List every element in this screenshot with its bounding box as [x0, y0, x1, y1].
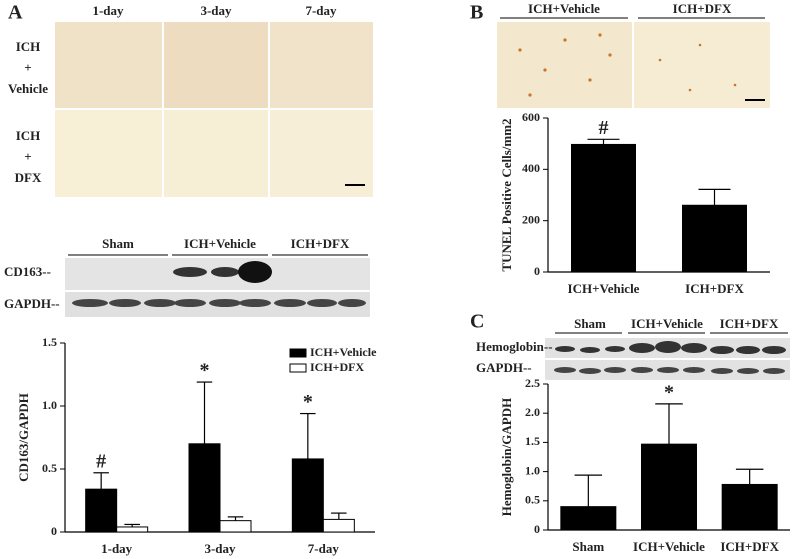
- bar: [322, 518, 355, 533]
- x-tick-label: 1-day: [101, 541, 133, 556]
- blot-band: GAPDH--: [476, 360, 532, 375]
- panel-label: C: [470, 311, 484, 333]
- blot-group: ICH+Vehicle: [631, 316, 703, 331]
- bar: [85, 488, 118, 533]
- significance-marker: *: [303, 391, 313, 413]
- significance-marker: #: [599, 117, 609, 139]
- y-axis-label: Hemoglobin/GAPDH: [499, 398, 514, 516]
- x-tick-label: ICH+DFX: [685, 281, 744, 296]
- blot-band: GAPDH--: [4, 296, 60, 311]
- bar: [291, 458, 324, 533]
- blot-group: ICH+DFX: [720, 316, 779, 331]
- bar: [560, 506, 617, 531]
- legend-swatch: [289, 363, 307, 373]
- y-tick-label: 0: [534, 264, 540, 278]
- column-label: ICH+Vehicle: [528, 1, 600, 16]
- row-label: ICH + Vehicle: [8, 39, 48, 96]
- y-tick-label: 0: [534, 522, 540, 536]
- bar: [188, 443, 221, 533]
- column-label: 1-day: [92, 3, 124, 18]
- x-tick-label: ICH+Vehicle: [568, 281, 640, 296]
- x-tick-label: Sham: [572, 539, 604, 554]
- y-tick-label: 2.5: [525, 376, 540, 390]
- y-tick-label: 200: [522, 212, 540, 226]
- y-tick-label: 0.5: [525, 493, 540, 507]
- bar: [571, 143, 636, 273]
- y-axis-label: CD163/GAPDH: [16, 393, 31, 482]
- legend-swatch: [289, 348, 307, 358]
- blot-band: CD163--: [4, 264, 51, 279]
- y-tick-label: 1.0: [42, 398, 57, 412]
- bar: [116, 526, 149, 533]
- panel-label: B: [470, 2, 483, 24]
- legend-label: ICH+DFX: [310, 360, 365, 374]
- y-tick-label: 600: [522, 110, 540, 124]
- blot-group: Sham: [574, 316, 606, 331]
- y-tick-label: 0: [51, 524, 57, 538]
- blot-group: ICH+DFX: [291, 236, 350, 251]
- x-tick-label: 7-day: [308, 541, 340, 556]
- bar: [721, 483, 778, 531]
- panel-label: A: [8, 2, 23, 24]
- bar: [682, 204, 747, 273]
- y-tick-label: 400: [522, 161, 540, 175]
- y-axis-label: TUNEL Positive Cells/mm2: [499, 118, 514, 271]
- blot-group: ICH+Vehicle: [184, 236, 256, 251]
- bar: [219, 520, 252, 533]
- significance-marker: *: [200, 360, 210, 382]
- x-tick-label: ICH+DFX: [720, 539, 779, 554]
- blot-group: Sham: [102, 236, 134, 251]
- significance-marker: *: [664, 381, 674, 403]
- significance-marker: #: [96, 450, 106, 472]
- western-blot-a: [65, 254, 370, 317]
- blot-band: Hemoglobin--: [476, 339, 553, 354]
- legend-label: ICH+Vehicle: [310, 345, 377, 359]
- column-label: ICH+DFX: [673, 1, 732, 16]
- y-tick-label: 1.0: [525, 463, 540, 477]
- column-label: 3-day: [200, 3, 232, 18]
- x-tick-label: 3-day: [204, 541, 236, 556]
- row-label: ICH + DFX: [15, 128, 42, 185]
- y-tick-label: 0.5: [42, 461, 57, 475]
- y-tick-label: 1.5: [525, 434, 540, 448]
- western-blot-c: [545, 332, 790, 380]
- y-tick-label: 2.0: [525, 405, 540, 419]
- micrographs-a: [55, 22, 373, 197]
- x-tick-label: ICH+Vehicle: [633, 539, 705, 554]
- micrographs-b: [497, 17, 770, 108]
- column-label: 7-day: [305, 3, 337, 18]
- y-tick-label: 1.5: [42, 335, 57, 349]
- bar: [641, 443, 697, 531]
